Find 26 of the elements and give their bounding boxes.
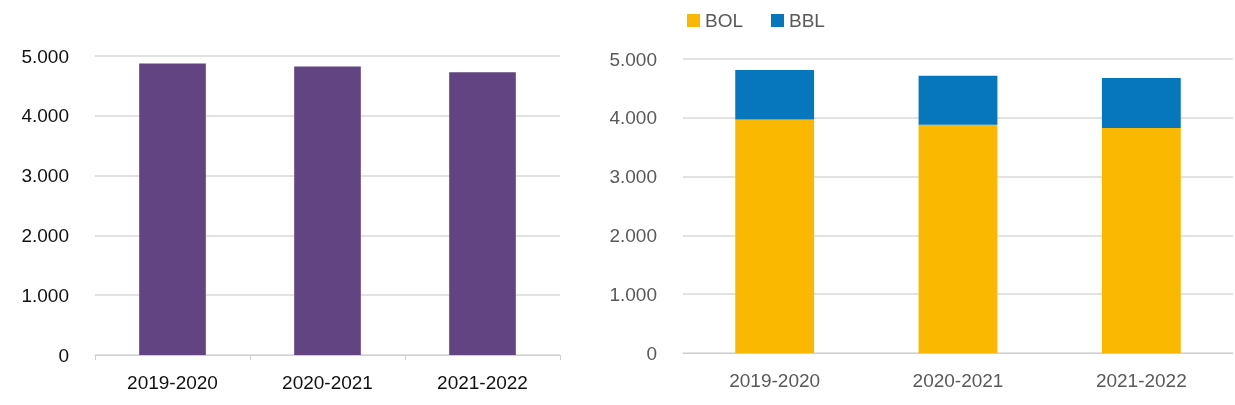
- y-tick-label: 4.000: [21, 105, 69, 127]
- y-tick-label: 3.000: [609, 166, 657, 188]
- bar: [1101, 128, 1181, 353]
- legend-label: BOL: [705, 10, 744, 31]
- x-tick-label: 2020-2021: [282, 372, 373, 393]
- y-tick-label: 1.000: [21, 284, 69, 306]
- y-tick-label: 0: [646, 342, 657, 364]
- y-tick-label: 5.000: [21, 45, 69, 67]
- y-tick-label: 2.000: [21, 224, 69, 246]
- y-tick-label: 5.000: [609, 48, 657, 70]
- x-tick-label: 2019-2020: [127, 372, 218, 393]
- y-tick-label: 3.000: [21, 165, 69, 187]
- x-tick-label: 2021-2022: [1095, 370, 1187, 391]
- bar: [1101, 78, 1181, 129]
- y-tick-label: 4.000: [609, 107, 657, 129]
- x-tick-label: 2019-2020: [729, 370, 821, 391]
- y-tick-label: 0: [58, 344, 69, 366]
- y-tick-label: 1.000: [609, 283, 657, 305]
- y-tick-label: 2.000: [609, 224, 657, 246]
- x-tick-label: 2020-2021: [912, 370, 1004, 391]
- legend-label: BBL: [789, 10, 825, 31]
- x-tick-label: 2021-2022: [437, 372, 528, 393]
- bar: [735, 119, 815, 353]
- bar: [918, 75, 998, 125]
- bar: [735, 69, 815, 120]
- bar: [918, 124, 998, 353]
